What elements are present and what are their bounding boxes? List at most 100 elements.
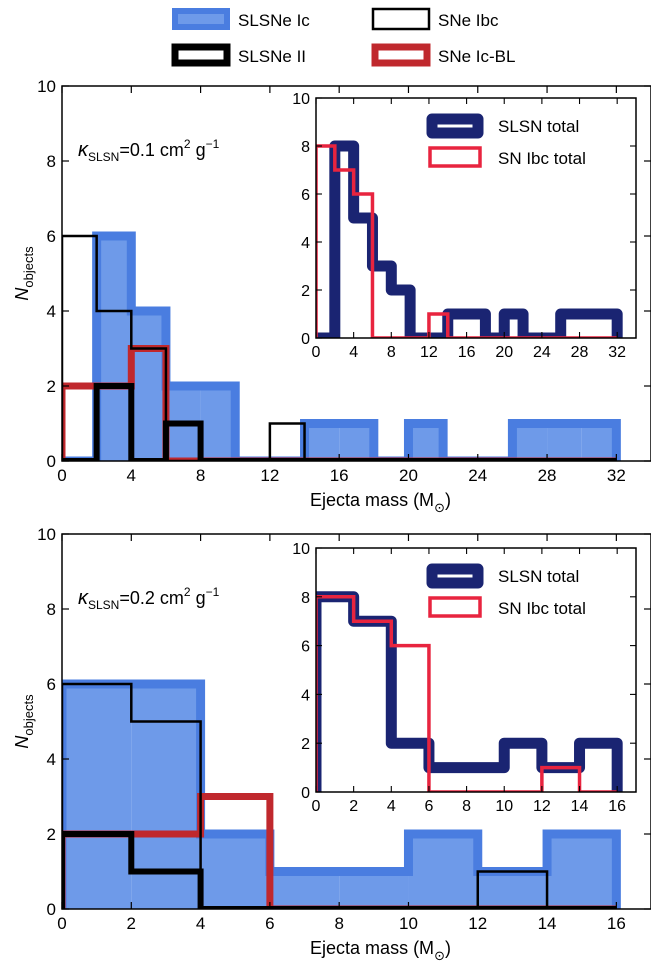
x-axis-label-close: ) [445, 938, 451, 958]
bar-slsne-ic [62, 684, 132, 909]
inset-frame [315, 97, 637, 339]
inset-legend-label: SLSN total [498, 567, 579, 586]
y-axis-label-sub: objects [21, 694, 36, 736]
x-tick-label: 12 [260, 466, 279, 485]
x-tick-label: 12 [468, 914, 487, 933]
axes-frame [61, 85, 651, 462]
bar-slsne-ic [269, 871, 340, 909]
bar-slsne-ic [581, 423, 617, 461]
bar-slsne-ic [408, 423, 444, 461]
inset-y-tick-label: 6 [301, 639, 310, 656]
y-tick-label: 8 [47, 600, 56, 619]
inset-x-tick-label: 0 [312, 798, 321, 815]
inset-y-tick-label: 4 [301, 687, 310, 704]
inset-legend-label: SLSN total [498, 117, 579, 136]
legend-swatch [371, 7, 431, 31]
sun-symbol: ⊙ [434, 500, 445, 515]
inset-chart: 0 2 4 6 8 10 0 2 4 6 8 10 12 14 16 SLSN total SN Ibc tot… [292, 541, 637, 815]
bar-slsne-ic [477, 871, 548, 909]
y-tick-label: 10 [37, 525, 56, 544]
bar-slsne-ic [339, 871, 409, 909]
x-tick-label: 6 [265, 914, 274, 933]
inset-x-tick-label: 2 [349, 798, 358, 815]
x-tick-label: 20 [399, 466, 418, 485]
inset-legend-swatch-slsn-total [426, 563, 484, 589]
inset-y-tick-label: 0 [301, 331, 310, 348]
bar-slsne-ic [200, 386, 236, 461]
x-tick-label: 2 [127, 914, 136, 933]
x-tick-label: 0 [57, 914, 66, 933]
x-tick-label: 4 [196, 914, 205, 933]
figure-legend: SLSNe Ic SLSNe II SNe Ibc SNe Ic-BL [171, 7, 515, 67]
legend-entry-sne_icbl: SNe Ic-BL [371, 43, 515, 67]
y-tick-label: 4 [47, 750, 56, 769]
inset-x-tick-label: 12 [420, 344, 438, 361]
inset-legend-label: SN Ibc total [498, 149, 586, 168]
y-axis-label-text: N [12, 735, 32, 749]
bar-slsne-ic [339, 423, 374, 461]
x-tick-label: 10 [399, 914, 418, 933]
inset-y-tick-label: 10 [292, 91, 310, 108]
x-tick-label: 8 [196, 466, 205, 485]
inset-x-tick-label: 0 [312, 344, 321, 361]
legend-entry-slsne_ii: SLSNe II [171, 43, 306, 67]
y-tick-label: 0 [47, 900, 56, 919]
legend-swatch [371, 43, 431, 67]
x-tick-label: 28 [538, 466, 557, 485]
x-axis-label-close: ) [445, 490, 451, 510]
x-tick-label: 8 [334, 914, 343, 933]
x-tick-label: 0 [57, 466, 66, 485]
y-axis-label-sub: objects [21, 246, 36, 288]
y-tick-label: 2 [47, 377, 56, 396]
series-line-slsne-ii [62, 383, 617, 461]
series-line-sne-ibc [62, 234, 617, 461]
legend-label: SLSNe Ic [238, 11, 310, 30]
inset-plot-area [316, 591, 623, 792]
y-tick-label: 4 [47, 302, 56, 321]
bar-slsne-ic [200, 834, 270, 909]
plot-area [62, 679, 621, 909]
inset-x-tick-label: 8 [462, 798, 471, 815]
plot-area [62, 231, 621, 461]
inset-y-tick-label: 4 [301, 235, 310, 252]
inset-x-tick-label: 16 [608, 798, 626, 815]
inset-x-tick-label: 4 [387, 798, 396, 815]
inset-frame [315, 547, 637, 793]
y-tick-label: 2 [47, 825, 56, 844]
legend-entry-slsne_ic: SLSNe Ic [172, 8, 310, 30]
y-tick-label: 8 [47, 152, 56, 171]
x-tick-label: 32 [607, 466, 626, 485]
inset-x-tick-label: 28 [571, 344, 589, 361]
y-axis-label-text: N [12, 287, 32, 301]
inset-legend-swatch-sn-total [428, 146, 482, 168]
inset-y-tick-label: 0 [301, 785, 310, 802]
series-line-slsne-ic [62, 231, 621, 461]
legend-swatch [171, 43, 231, 67]
x-tick-label: 14 [538, 914, 557, 933]
inset-x-tick-label: 20 [495, 344, 513, 361]
legend-swatch [172, 8, 230, 30]
kappa-annotation: κSLSN=0.1 cm2 g−1 [78, 137, 220, 164]
inset-x-tick-label: 6 [424, 798, 433, 815]
series-line-sne-ibc [62, 682, 617, 909]
y-tick-label: 6 [47, 675, 56, 694]
series-line-slsne-ii [62, 831, 617, 909]
inset-x-tick-label: 10 [495, 798, 513, 815]
x-tick-label: 16 [607, 914, 626, 933]
inset-x-tick-label: 16 [458, 344, 476, 361]
inset-x-tick-label: 12 [533, 798, 551, 815]
panel-bottom: 0 2 4 6 8 10 0 2 4 6 8 10 12 14 16 Ejecta mass (M⊙) Nobj… [12, 525, 651, 963]
bar-slsne-ic [512, 423, 548, 461]
bar-slsne-ic [131, 684, 201, 909]
y-tick-label: 10 [37, 77, 56, 96]
inset-x-tick-label: 24 [533, 344, 551, 361]
legend-label: SLSNe II [238, 47, 306, 66]
inset-legend-swatch-slsn-total [426, 113, 484, 139]
y-tick-label: 6 [47, 227, 56, 246]
inset-legend-label: SN Ibc total [498, 599, 586, 618]
x-tick-label: 24 [468, 466, 487, 485]
x-tick-label: 4 [127, 466, 136, 485]
